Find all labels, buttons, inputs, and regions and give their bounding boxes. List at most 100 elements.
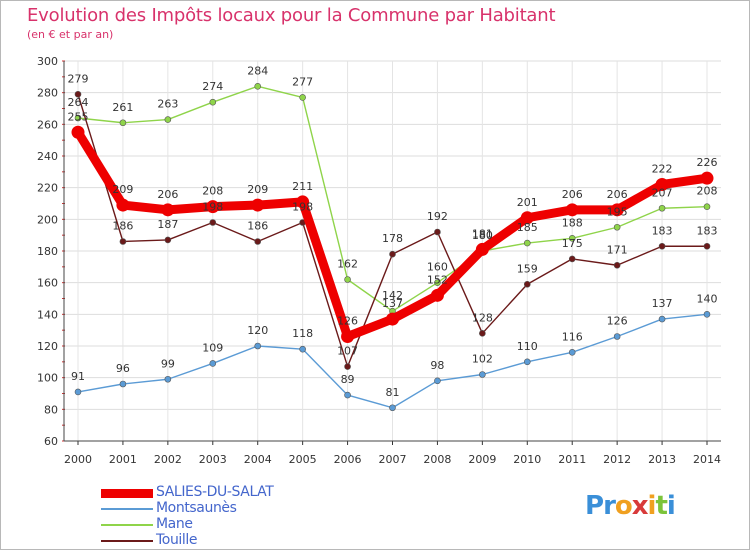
data-point-montsaunes [703,311,711,318]
series-layer [71,83,714,412]
legend-swatch-salies [101,489,153,498]
y-tick-label: 300 [37,55,58,68]
data-point-mane [254,83,262,90]
data-label-salies: 201 [517,196,538,209]
data-label-touille: 175 [562,237,583,250]
data-label-montsaunes: 120 [247,324,268,337]
data-point-salies [161,203,175,217]
data-point-salies [386,312,399,326]
x-tick-label: 2011 [558,453,586,466]
y-tick-label: 120 [37,340,58,353]
data-point-salies [565,203,579,217]
legend-label-salies: SALIES-DU-SALAT [156,484,274,500]
data-point-salies [520,211,534,225]
data-point-salies [71,125,85,139]
logo-letter: r [603,491,616,521]
data-label-montsaunes: 91 [71,370,85,383]
data-point-montsaunes [299,345,306,353]
logo-letter: x [631,491,649,521]
data-point-mane [74,114,82,122]
data-point-montsaunes [658,315,666,323]
data-label-touille: 183 [697,224,718,237]
data-label-salies: 222 [652,163,673,176]
data-point-mane [164,116,172,123]
data-point-salies [116,198,130,212]
y-tick-label: 280 [37,87,58,100]
data-label-touille: 171 [607,243,628,256]
data-label-montsaunes: 126 [607,315,628,328]
y-tick-label: 140 [37,308,58,321]
logo-letter: o [614,491,633,521]
data-point-montsaunes [209,360,217,367]
data-point-touille [703,242,711,250]
data-label-montsaunes: 140 [697,292,718,305]
data-label-salies: 126 [337,315,358,328]
data-label-salies: 152 [427,273,448,286]
data-point-salies [251,198,265,212]
data-label-mane: 277 [292,75,313,88]
data-label-touille: 198 [202,201,223,214]
data-label-salies: 255 [68,110,89,123]
y-tick-label: 160 [37,277,58,290]
proxiti-logo: Proxiti [585,491,676,521]
data-point-touille [209,219,217,226]
data-point-mane [434,279,441,286]
data-point-touille [74,90,82,98]
x-tick-label: 2013 [648,453,676,466]
data-label-salies: 226 [697,156,718,169]
data-point-touille [119,238,127,245]
data-label-montsaunes: 96 [116,362,130,375]
data-point-touille [568,255,576,263]
x-tick-label: 2004 [244,453,272,466]
legend-label-mane: Mane [156,516,193,532]
y-tick-label: 240 [37,150,58,163]
data-label-montsaunes: 137 [652,297,673,310]
y-tick-label: 220 [37,182,58,195]
logo-letter: P [585,491,604,521]
data-label-layer: 91 96 99 109 120 118 89 81 98 102 110 116 126 137 140 2… [68,64,718,398]
data-label-mane: 185 [517,221,538,234]
data-point-mane [523,239,531,247]
x-tick-label: 2008 [423,453,451,466]
data-label-montsaunes: 116 [562,330,583,343]
x-tick-label: 2000 [64,453,92,466]
data-point-montsaunes [523,358,531,366]
data-label-salies: 208 [202,185,223,198]
data-point-salies [341,330,355,343]
data-point-mane [119,119,127,127]
logo-letter: i [647,491,657,521]
data-point-montsaunes [613,333,621,340]
x-tick-label: 2001 [109,453,137,466]
data-point-salies [430,288,444,302]
y-tick-label: 180 [37,245,58,258]
x-tick-label: 2010 [513,453,541,466]
data-label-montsaunes: 81 [386,386,400,399]
x-tick-label: 2005 [289,453,317,466]
data-point-salies [655,178,669,191]
data-label-montsaunes: 110 [517,340,538,353]
x-tick-label: 2009 [468,453,496,466]
data-point-touille [658,242,666,250]
data-label-touille: 187 [157,218,178,231]
data-point-mane [568,235,576,242]
data-label-touille: 192 [427,210,448,223]
data-point-touille [523,280,531,288]
data-point-montsaunes [479,371,486,378]
data-label-mane: 261 [112,101,133,114]
data-label-touille: 186 [247,220,268,233]
data-point-salies [475,242,489,256]
axis-layer: 60 80 100 120 140 160 180 200 220 240 260 280 300 200… [37,55,721,466]
data-point-montsaunes [254,342,262,350]
y-tick-label: 100 [37,372,58,385]
data-label-touille: 186 [112,220,133,233]
data-label-salies: 211 [292,180,313,193]
data-point-montsaunes [568,349,576,356]
data-label-mane: 180 [472,229,493,242]
data-label-mane: 284 [247,64,268,77]
data-label-touille: 183 [652,224,673,237]
data-point-touille [434,228,441,236]
data-label-montsaunes: 99 [161,357,175,370]
data-point-mane [658,204,666,212]
data-label-mane: 160 [427,261,448,274]
